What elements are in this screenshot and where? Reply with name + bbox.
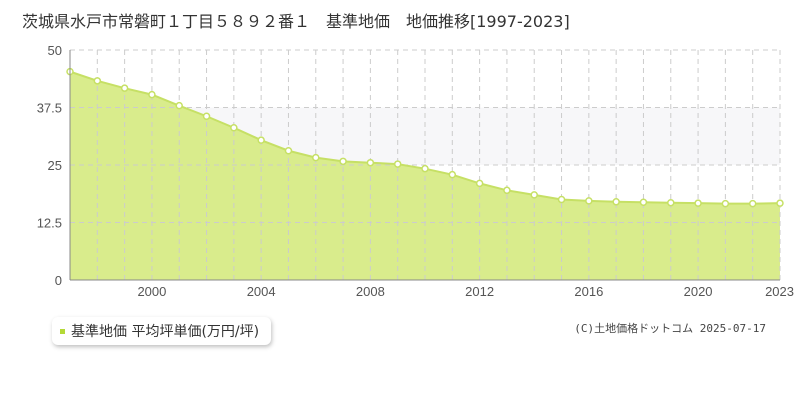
x-tick-label: 2023 — [765, 284, 794, 299]
area-layer — [70, 71, 780, 281]
legend-label: 基準地価 平均坪単価(万円/坪) — [71, 324, 260, 340]
grid-layer — [70, 49, 781, 280]
data-point — [366, 158, 375, 167]
data-point — [230, 123, 238, 132]
data-point — [557, 195, 566, 204]
data-point — [475, 179, 484, 188]
y-tick-label: 0 — [55, 273, 62, 288]
data-point — [776, 199, 784, 207]
chart-title: 茨城県水戸市常磐町１丁目５８９２番１ 基準地価 地価推移[1997-2023] — [22, 12, 570, 31]
x-tick-label: 2000 — [137, 284, 166, 299]
data-point — [448, 170, 457, 179]
x-tick-label: 2016 — [574, 284, 603, 299]
data-point — [257, 136, 265, 144]
data-point — [694, 199, 702, 207]
data-point — [667, 198, 675, 207]
data-point — [284, 146, 293, 155]
data-point — [748, 199, 757, 208]
data-point — [148, 90, 156, 99]
x-tick-label: 2020 — [684, 284, 713, 299]
data-point — [530, 191, 538, 199]
data-point — [312, 153, 320, 162]
legend-marker — [60, 328, 65, 334]
y-tick-label: 50 — [48, 43, 62, 58]
axis-layer — [69, 50, 780, 281]
x-tick-label: 2004 — [247, 284, 276, 299]
data-point — [202, 112, 211, 120]
data-point — [503, 186, 511, 195]
data-point — [612, 198, 620, 206]
data-point — [93, 77, 102, 85]
y-tick-label: 25 — [48, 158, 62, 173]
copyright-credit: (C)土地価格ドットコム 2025-07-17 — [574, 322, 766, 335]
x-tick-label: 2012 — [465, 284, 494, 299]
data-point — [585, 197, 593, 205]
y-tick-label: 12.5 — [37, 216, 62, 231]
data-point — [393, 160, 402, 168]
data-point — [421, 164, 429, 173]
data-point — [639, 198, 648, 207]
data-point — [721, 199, 730, 208]
data-point — [120, 84, 129, 92]
x-tick-label: 2008 — [356, 284, 385, 299]
point-layer — [66, 67, 784, 208]
data-point — [175, 101, 183, 110]
tick-label-layer: 0 12.5 25 37.5 50 2000 2004 2008 2012 2016 2020 202… — [37, 43, 794, 299]
legend: 基準地価 平均坪単価(万円/坪) — [52, 317, 272, 345]
series-area — [70, 71, 780, 281]
y-tick-label: 37.5 — [37, 101, 62, 116]
data-point — [339, 157, 347, 166]
